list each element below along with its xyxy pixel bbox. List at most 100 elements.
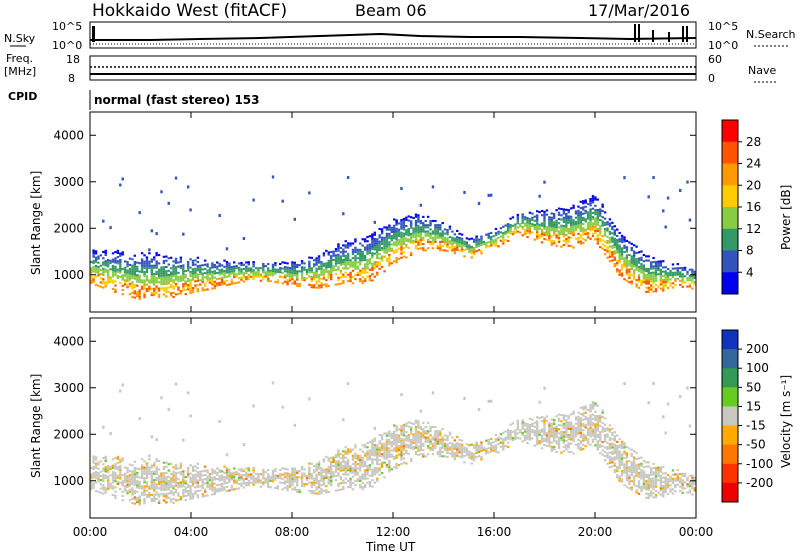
power-cell xyxy=(388,232,391,235)
power-cell xyxy=(385,239,389,242)
velocity-cell xyxy=(606,427,609,430)
velocity-cell xyxy=(385,451,389,454)
velocity-cell xyxy=(346,473,350,476)
power-cell xyxy=(640,263,643,266)
velocity-cell xyxy=(550,433,553,436)
power-cell xyxy=(599,214,602,217)
power-cell xyxy=(339,263,343,266)
power-cell xyxy=(354,263,357,266)
velocity-cell xyxy=(565,448,568,451)
velocity-cell xyxy=(145,483,149,486)
power-cell xyxy=(279,269,282,272)
power-cell xyxy=(153,256,156,259)
power-cell xyxy=(337,253,340,256)
velocity-cell xyxy=(143,493,146,496)
power-cell xyxy=(550,235,553,238)
velocity-cell xyxy=(642,472,646,475)
power-cell xyxy=(594,208,597,212)
velocity-cell xyxy=(429,430,432,433)
power-cell xyxy=(688,283,692,286)
velocity-cell xyxy=(293,480,297,483)
power-cell xyxy=(196,288,200,291)
power-cell xyxy=(174,272,178,275)
power-cell xyxy=(533,226,536,229)
velocity-cell xyxy=(123,474,127,477)
velocity-cell xyxy=(296,488,299,491)
velocity-cell xyxy=(441,455,444,458)
power-cell xyxy=(482,242,486,246)
velocity-cell xyxy=(376,467,379,470)
power-cell xyxy=(436,245,440,248)
velocity-cell xyxy=(138,476,141,479)
power-cell xyxy=(143,260,146,263)
power-cell xyxy=(119,271,122,274)
power-cell xyxy=(339,282,343,285)
velocity-cell xyxy=(274,470,277,473)
velocity-cell xyxy=(511,439,515,442)
velocity-cell xyxy=(191,465,195,468)
power-cell xyxy=(654,269,658,272)
velocity-cell xyxy=(591,434,595,437)
velocity-cell xyxy=(339,465,343,468)
power-cell xyxy=(196,290,200,293)
power-cell xyxy=(511,224,515,227)
velocity-cell xyxy=(453,453,456,457)
power-cell xyxy=(153,291,156,294)
power-cell xyxy=(184,280,187,283)
power-cell xyxy=(376,238,379,241)
power-cell xyxy=(642,260,646,263)
power-cell xyxy=(131,266,134,269)
power-cell xyxy=(191,289,195,292)
power-cell xyxy=(354,250,357,253)
power-cell xyxy=(145,275,149,278)
velocity-cell xyxy=(203,490,207,493)
power-cell xyxy=(436,234,440,237)
power-cell xyxy=(165,295,168,298)
velocity-cell xyxy=(637,480,641,483)
velocity-cell xyxy=(373,446,377,449)
velocity-cell xyxy=(414,419,418,422)
velocity-cell xyxy=(574,422,578,425)
velocity-cell xyxy=(378,473,381,476)
velocity-cell xyxy=(516,428,520,431)
velocity-cell xyxy=(174,482,178,485)
velocity-cell xyxy=(167,463,170,466)
power-cell xyxy=(104,253,107,257)
power-cell xyxy=(584,239,587,242)
velocity-cell xyxy=(303,483,306,486)
velocity-cell xyxy=(647,486,650,489)
power-cell xyxy=(448,236,452,239)
velocity-cell xyxy=(407,446,410,449)
power-cell xyxy=(635,285,638,288)
velocity-cell xyxy=(402,428,406,431)
power-cell xyxy=(242,276,246,279)
velocity-cell xyxy=(637,484,641,487)
power-cell xyxy=(194,286,197,289)
power-cell xyxy=(206,273,209,276)
power-cell xyxy=(552,217,556,220)
power-cell xyxy=(371,268,374,272)
power-cell xyxy=(383,270,386,273)
velocity-cell xyxy=(681,475,684,478)
velocity-cell xyxy=(393,457,396,461)
velocity-cell xyxy=(213,482,217,485)
velocity-cell xyxy=(506,445,510,448)
velocity-cell xyxy=(640,485,643,488)
velocity-cell xyxy=(216,473,219,476)
power-cell xyxy=(395,231,398,235)
velocity-cell xyxy=(140,491,144,494)
power-cell xyxy=(582,206,585,209)
velocity-cell xyxy=(174,382,178,386)
velocity-cell xyxy=(259,485,263,488)
velocity-cell xyxy=(412,448,415,451)
velocity-cell xyxy=(414,440,418,443)
velocity-cell xyxy=(342,473,345,476)
power-cell xyxy=(397,234,401,238)
power-cell xyxy=(606,256,609,259)
power-cell xyxy=(165,289,168,292)
velocity-cell xyxy=(354,456,357,459)
velocity-cell xyxy=(414,427,418,431)
velocity-cell xyxy=(131,474,134,477)
velocity-cell xyxy=(552,435,556,438)
power-cell xyxy=(691,287,694,290)
